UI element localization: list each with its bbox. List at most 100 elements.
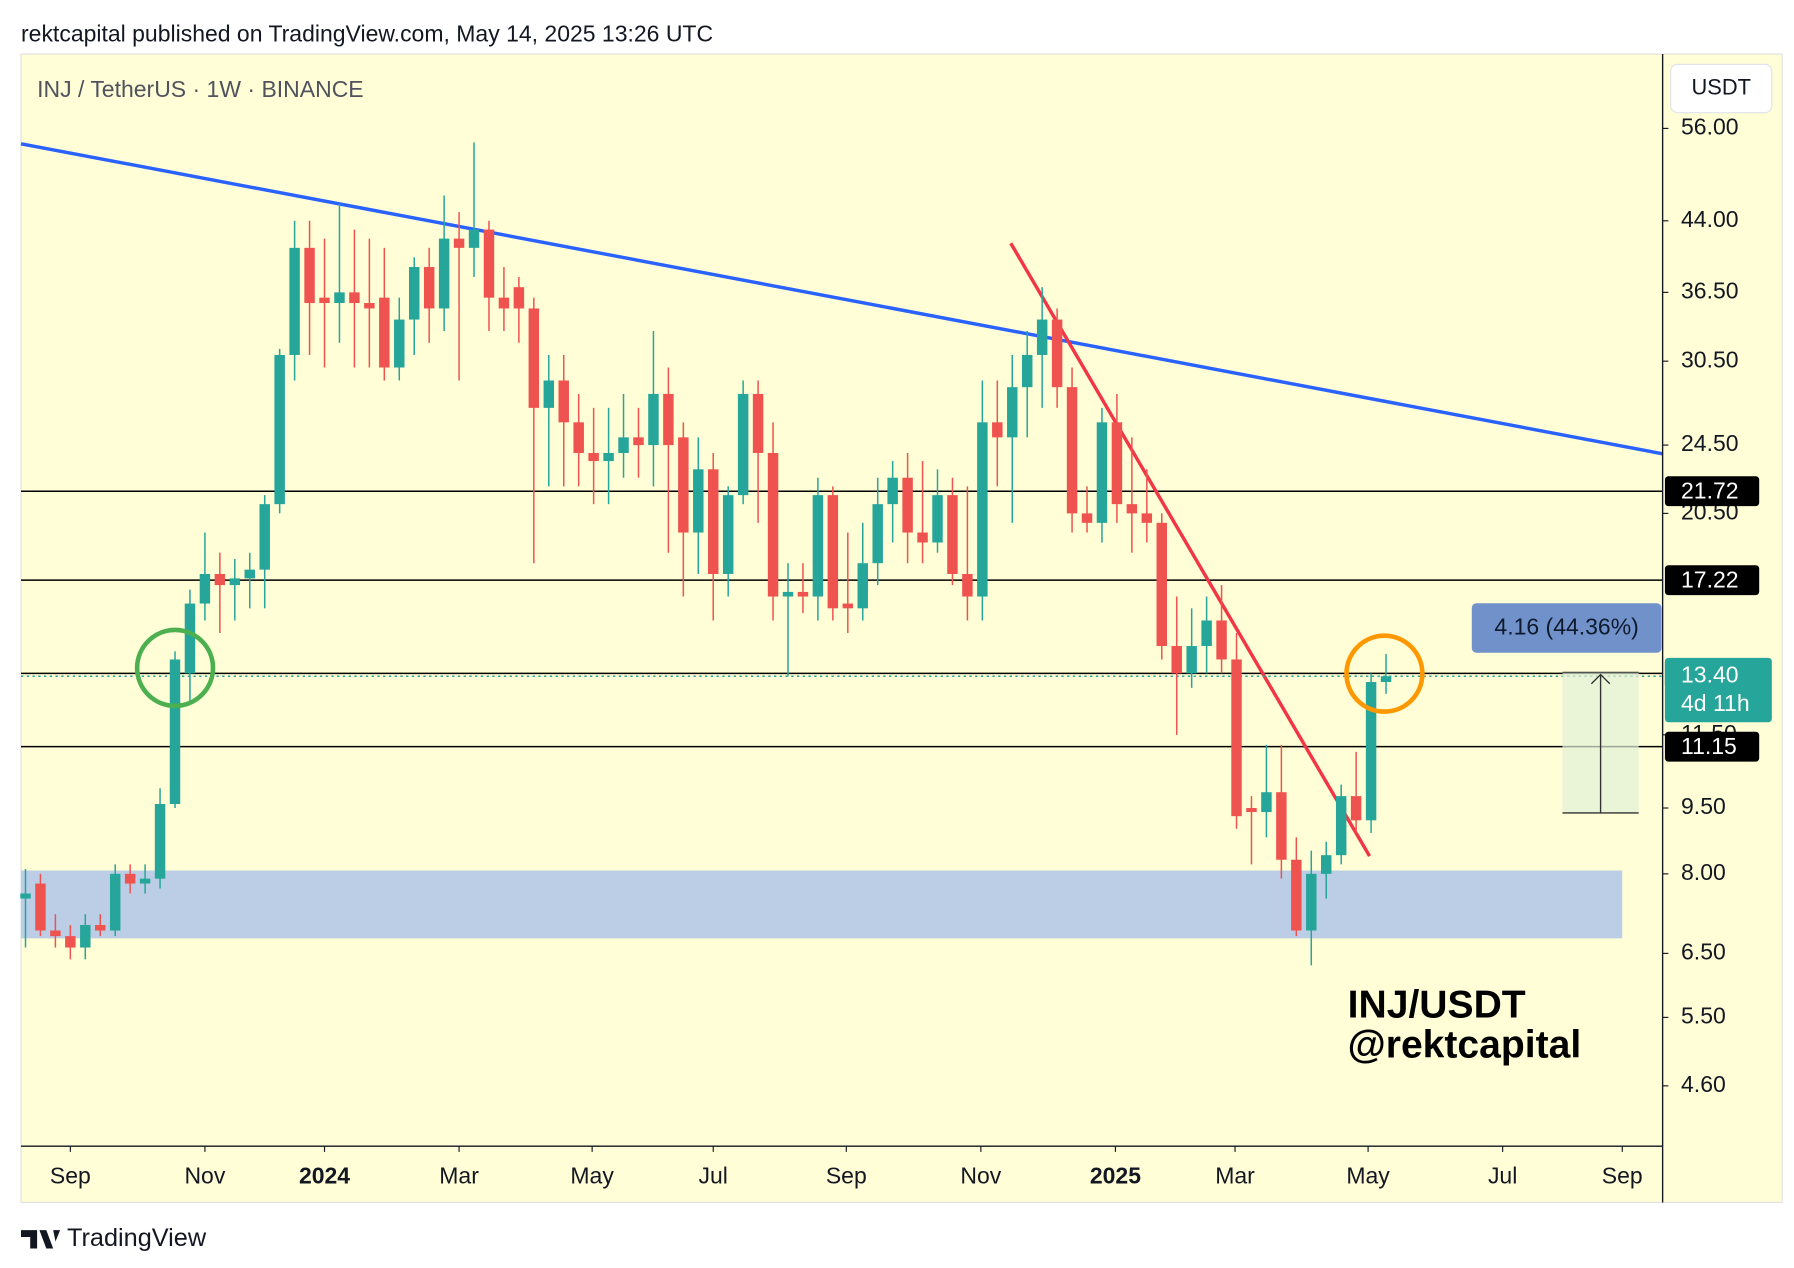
measure-arrow [1590,673,1611,813]
candle-body [408,267,420,320]
trendline [20,142,1663,456]
measure-label: 4.16 (44.36%) [1494,614,1638,640]
candle-body [573,422,584,453]
highlight-circle [134,627,216,709]
candle-body [618,437,629,453]
candle-body [902,477,913,533]
x-tick-label: Sep [826,1162,867,1188]
candle-body [603,452,614,462]
candle-body [109,873,121,931]
header: rektcapital published on TradingView.com… [21,21,713,47]
candle-body [962,573,973,597]
candle-body [827,495,839,609]
brand-logo [21,1230,61,1249]
candle-body [334,292,345,304]
x-tick-label: Nov [960,1162,1001,1188]
x-tick-label: Sep [50,1162,91,1188]
candle-body [289,247,300,355]
candle-body [319,297,330,304]
candle-body [513,287,525,309]
candle-body [1276,792,1287,860]
candle-body [708,469,719,574]
candle-body [648,393,659,446]
x-tick-label: Mar [439,1162,479,1188]
candle-body [20,893,31,899]
candle-body [1021,354,1033,388]
x-tick-label: Jul [699,1162,728,1188]
candle-body [50,930,61,937]
y-tick-label: 30.50 [1681,346,1739,372]
candle-body [947,495,958,574]
candle-body [693,469,704,533]
x-tick-label: Mar [1215,1162,1255,1188]
candle-body [1096,422,1108,523]
candle-body [199,573,211,604]
candle-body [1350,796,1362,821]
candle-body [438,238,450,309]
candle-body [1380,676,1392,683]
level-price-box [1664,565,1760,596]
candle-body [214,573,226,586]
brand: TradingView [67,1224,207,1252]
y-tick-label: 5.50 [1681,1002,1726,1028]
candle-body [1231,659,1242,817]
x-tick-label: Nov [184,1162,225,1188]
x-tick-label: May [570,1162,614,1188]
candle-body [543,380,555,408]
currency-box [1670,63,1773,114]
level-price-label: 17.22 [1681,566,1739,592]
candle-body [857,563,868,609]
candle-body [124,873,136,884]
y-tick-label: 6.50 [1681,938,1726,964]
candle-body [1365,682,1377,821]
level-price-label: 11.15 [1681,733,1737,759]
y-tick-label: 24.50 [1681,430,1739,456]
candle-body [423,267,435,309]
candle-body [65,936,76,948]
y-tick-label: 8.00 [1681,859,1726,885]
chart-title: INJ / TetherUS · 1W · BINANCE [37,76,364,102]
candle-body [229,578,241,586]
candle-body [453,238,465,248]
candle-body [1320,855,1332,874]
candle-body [244,569,255,579]
candle-body [1126,504,1138,514]
candle-body [977,422,988,597]
candle-body [797,591,809,597]
candle-body [633,437,644,446]
candle-body [782,591,794,597]
candle-body [1306,873,1317,931]
trendline [1009,242,1372,857]
level-price-box [1664,731,1760,762]
y-tick-label: 4.60 [1681,1071,1726,1097]
candle-body [1335,796,1347,856]
candle-body [468,229,480,248]
current-countdown: 4d 11h [1681,690,1750,716]
candle-body [1156,522,1168,647]
candle-body [752,393,764,453]
candle-body [842,603,854,609]
candle-body [498,297,510,309]
candle-body [184,603,196,674]
candle-body [169,659,181,805]
candle-body [872,504,883,564]
candle-body [722,495,734,574]
candle-body [588,452,599,462]
candle-body [259,504,270,570]
candle-body [1246,808,1257,813]
candle-body [483,229,495,298]
highlight-circle [1344,633,1425,714]
candle-body [1291,859,1302,931]
measure-label-box [1471,603,1662,653]
candle-body [379,297,390,368]
x-tick-label: Sep [1602,1162,1643,1188]
y-tick-label: 36.50 [1681,277,1739,303]
logo-mark [21,1230,61,1249]
y-tick-label: 56.00 [1681,113,1739,139]
candle-body [737,393,749,496]
candle-body [154,804,166,879]
watermark: @rektcapital [1348,1024,1582,1067]
candle-body [349,292,360,304]
plot-area [20,142,1663,966]
